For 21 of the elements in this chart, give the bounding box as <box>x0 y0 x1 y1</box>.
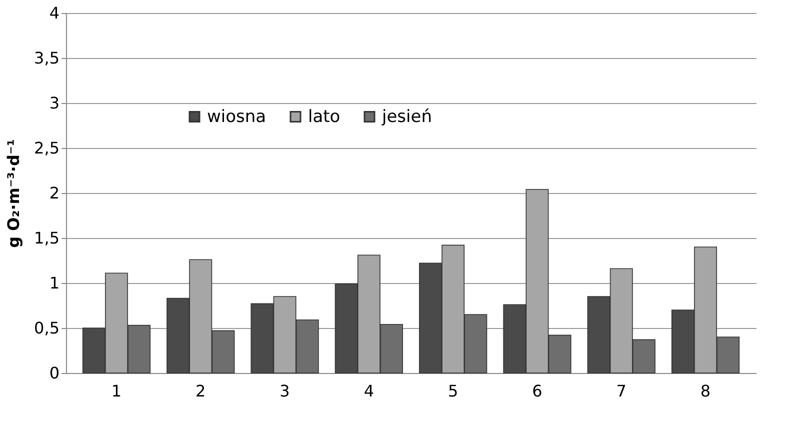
y-tick-label: 0 <box>49 364 60 382</box>
x-tick-label: 5 <box>448 382 458 400</box>
y-tick-label: 2 <box>49 184 60 202</box>
x-tick-label: 4 <box>364 382 374 400</box>
y-tick-label: 2,5 <box>34 138 60 158</box>
x-tick-label: 8 <box>700 382 711 400</box>
x-tick-label: 1 <box>111 382 122 400</box>
legend-label: wiosna <box>207 106 266 127</box>
x-tick-label: 2 <box>196 382 206 400</box>
x-tick-label: 6 <box>532 382 542 400</box>
y-tick-label: 1,5 <box>34 228 60 248</box>
y-tick-label: 3 <box>49 94 60 112</box>
legend-label: jesień <box>381 106 432 127</box>
y-tick-label: 0,5 <box>34 318 60 338</box>
y-axis-title: g O₂·m⁻³·d⁻¹ <box>4 139 24 248</box>
y-tick-label: 3,5 <box>34 48 60 68</box>
y-tick-label: 1 <box>49 274 60 292</box>
x-tick-label: 3 <box>280 382 290 400</box>
legend-label: lato <box>308 106 340 127</box>
x-tick-label: 7 <box>616 382 626 400</box>
y-tick-label: 4 <box>49 4 60 22</box>
